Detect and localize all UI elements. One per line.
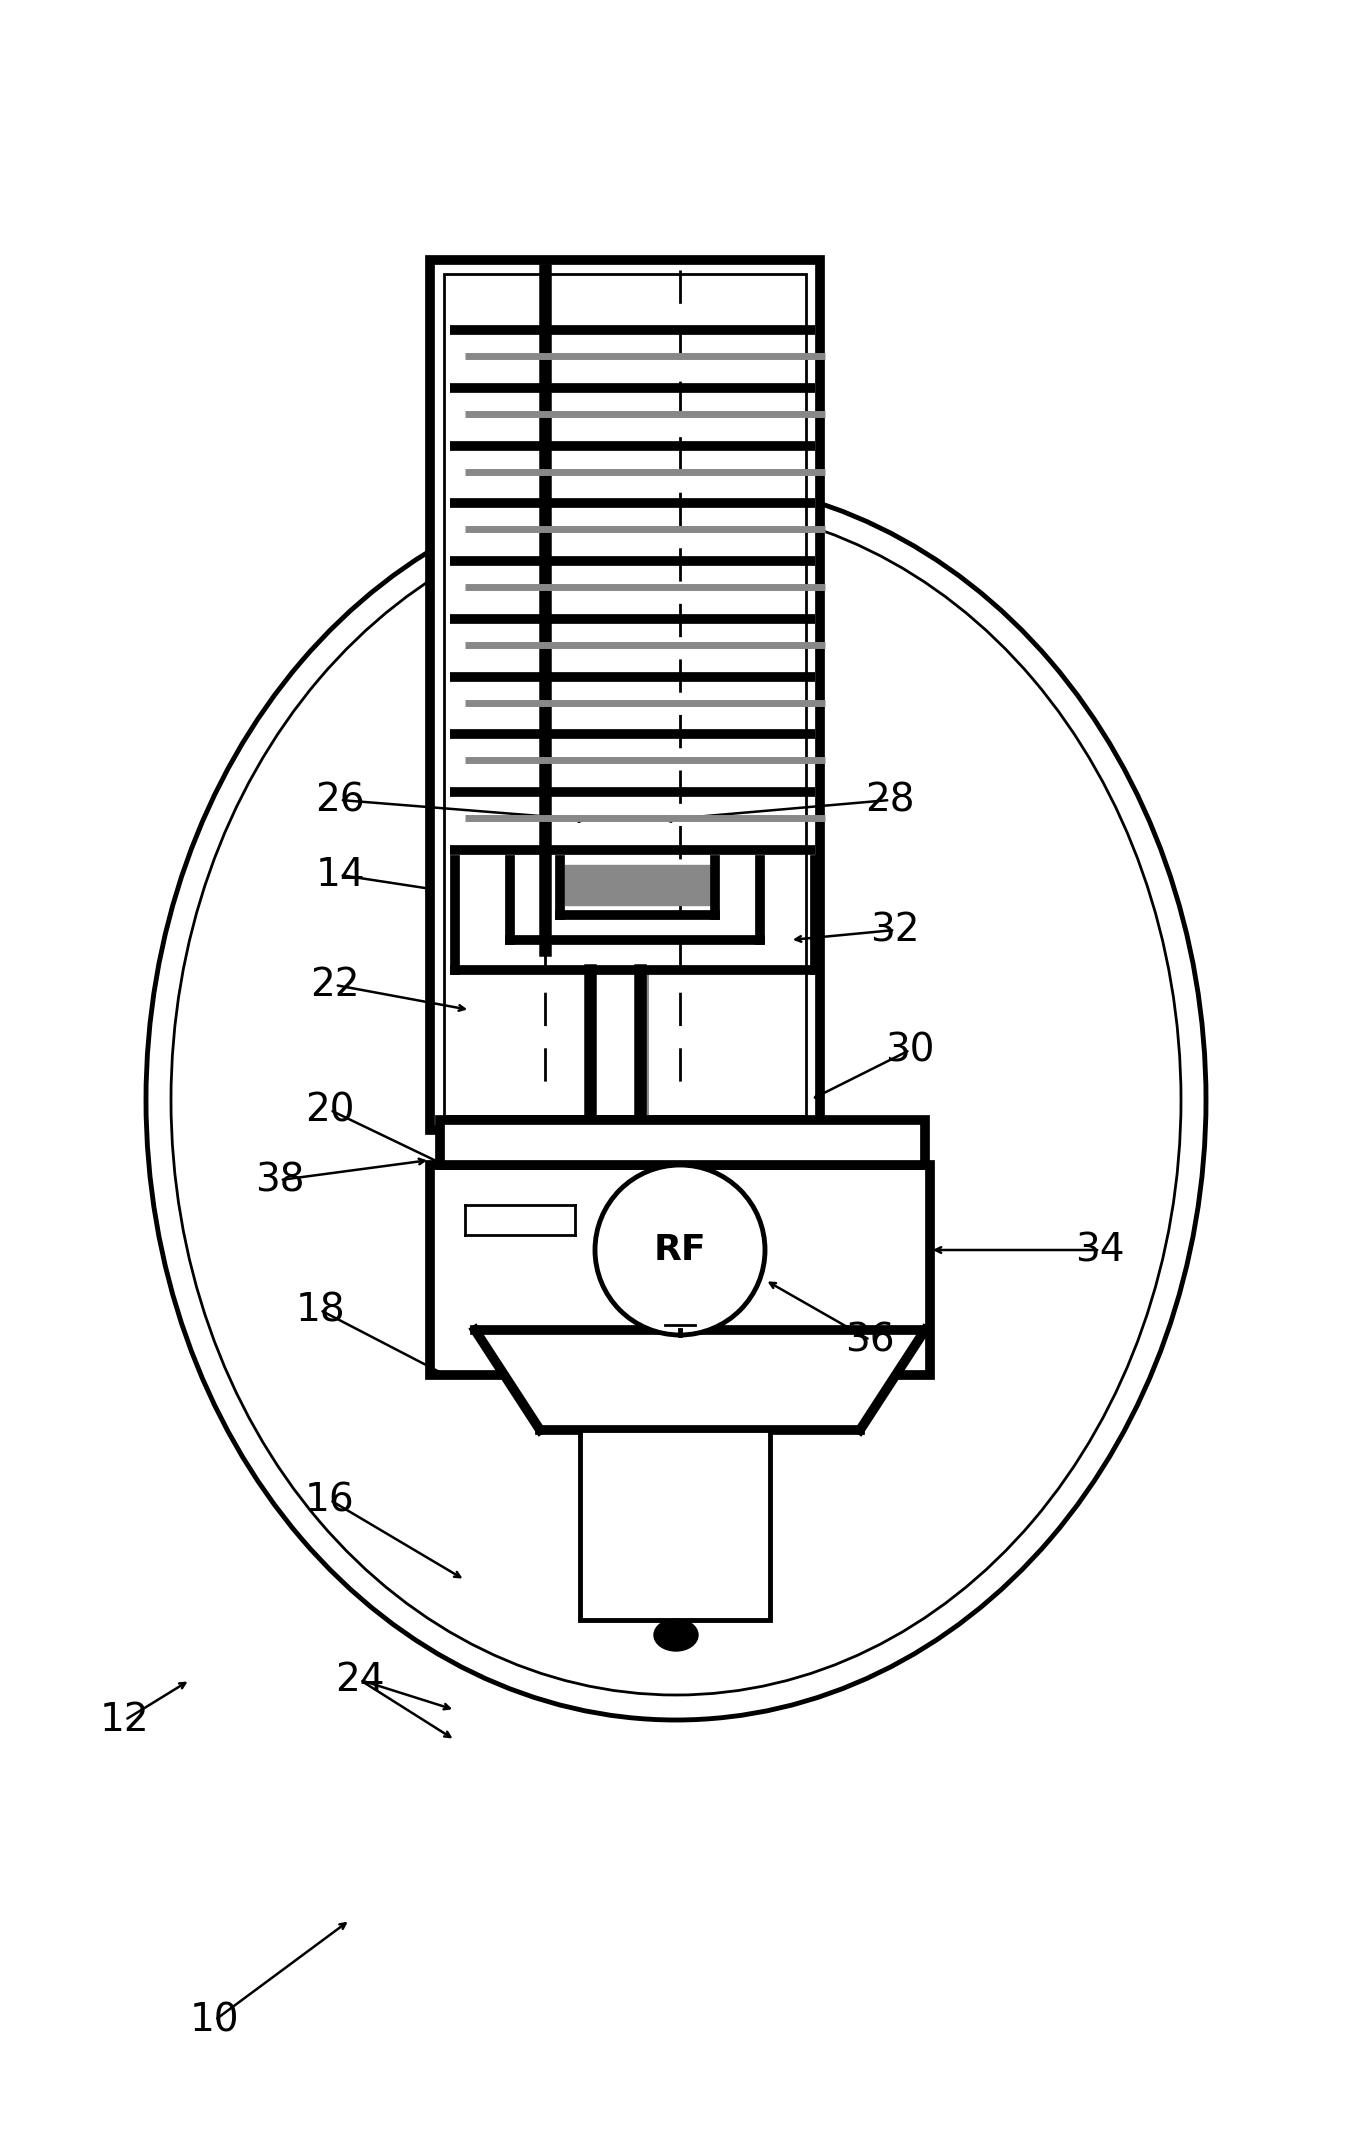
Text: 18: 18 bbox=[295, 1291, 345, 1329]
Ellipse shape bbox=[653, 1620, 698, 1652]
Bar bbox=[440, 1120, 925, 1165]
Bar bbox=[430, 260, 820, 1131]
Text: 22: 22 bbox=[310, 967, 360, 1003]
Text: 36: 36 bbox=[846, 1321, 894, 1359]
Text: 10: 10 bbox=[191, 2002, 239, 2038]
Text: 14: 14 bbox=[315, 856, 365, 894]
Text: 34: 34 bbox=[1076, 1231, 1124, 1270]
Text: 24: 24 bbox=[336, 1660, 384, 1699]
Circle shape bbox=[595, 1165, 764, 1336]
Bar bbox=[580, 1430, 770, 1620]
Text: 32: 32 bbox=[870, 911, 920, 950]
Text: 30: 30 bbox=[885, 1031, 935, 1069]
Text: 28: 28 bbox=[866, 781, 915, 819]
Text: RF: RF bbox=[653, 1233, 706, 1268]
Bar bbox=[566, 864, 710, 905]
Text: 26: 26 bbox=[315, 781, 365, 819]
Bar bbox=[444, 273, 806, 1116]
Text: 38: 38 bbox=[256, 1161, 304, 1199]
Bar bbox=[430, 1165, 930, 1374]
Text: 16: 16 bbox=[306, 1481, 354, 1519]
Polygon shape bbox=[475, 1329, 925, 1430]
Bar bbox=[430, 260, 820, 1131]
Text: 20: 20 bbox=[306, 1090, 354, 1129]
Text: 12: 12 bbox=[100, 1701, 150, 1739]
